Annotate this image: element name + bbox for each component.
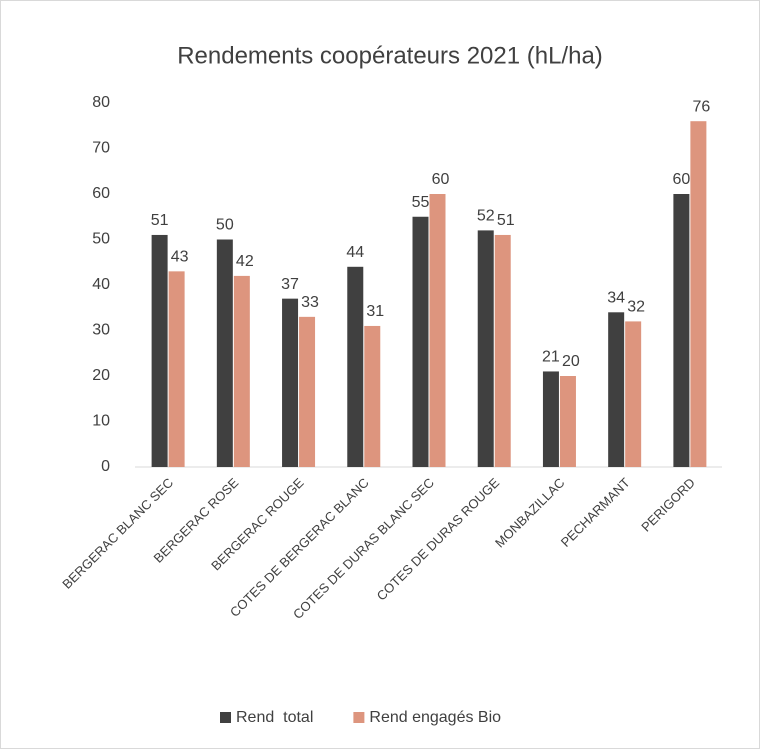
bar: [673, 194, 690, 467]
chart-title: Rendements coopérateurs 2021 (hL/ha): [177, 42, 603, 69]
bar: [282, 298, 299, 467]
bar: [542, 371, 559, 467]
data-label: 60: [672, 171, 690, 188]
bar: [168, 271, 185, 467]
bar: [347, 266, 364, 467]
data-label: 33: [301, 294, 319, 311]
data-label: 43: [171, 249, 189, 266]
data-label: 51: [497, 212, 515, 229]
y-tick-label: 20: [92, 367, 110, 384]
data-label: 76: [692, 98, 710, 115]
data-label: 31: [366, 303, 384, 320]
data-label: 50: [216, 217, 234, 234]
y-tick-label: 40: [92, 276, 110, 293]
y-tick-label: 60: [92, 185, 110, 202]
bar: [494, 234, 511, 467]
data-label: 44: [346, 244, 364, 261]
legend-label: Rend total: [236, 709, 313, 726]
data-label: 37: [281, 276, 299, 293]
y-tick-label: 50: [92, 231, 110, 248]
data-label: 60: [432, 171, 450, 188]
y-tick-label: 0: [101, 458, 110, 475]
bar: [429, 194, 446, 467]
bar: [608, 312, 625, 467]
bar: [299, 316, 316, 467]
y-tick-label: 30: [92, 322, 110, 339]
legend-swatch: [220, 712, 231, 723]
bar: [364, 325, 381, 467]
data-label: 20: [562, 353, 580, 370]
y-tick-label: 10: [92, 413, 110, 430]
data-label: 32: [627, 299, 645, 316]
data-label: 21: [542, 349, 560, 366]
data-label: 34: [607, 290, 625, 307]
y-tick-label: 70: [92, 140, 110, 157]
legend-label: Rend engagés Bio: [369, 709, 501, 726]
y-tick-label: 80: [92, 94, 110, 111]
bar: [477, 230, 494, 467]
bar: [690, 121, 707, 467]
data-label: 55: [412, 194, 430, 211]
bar: [625, 321, 642, 467]
data-label: 51: [151, 212, 169, 229]
legend-swatch: [353, 712, 365, 723]
data-label: 42: [236, 253, 254, 270]
bar: [216, 239, 233, 467]
data-label: 52: [477, 208, 495, 225]
bar: [559, 376, 576, 467]
bar: [412, 216, 429, 467]
bar: [233, 275, 250, 467]
bar: [151, 234, 168, 467]
